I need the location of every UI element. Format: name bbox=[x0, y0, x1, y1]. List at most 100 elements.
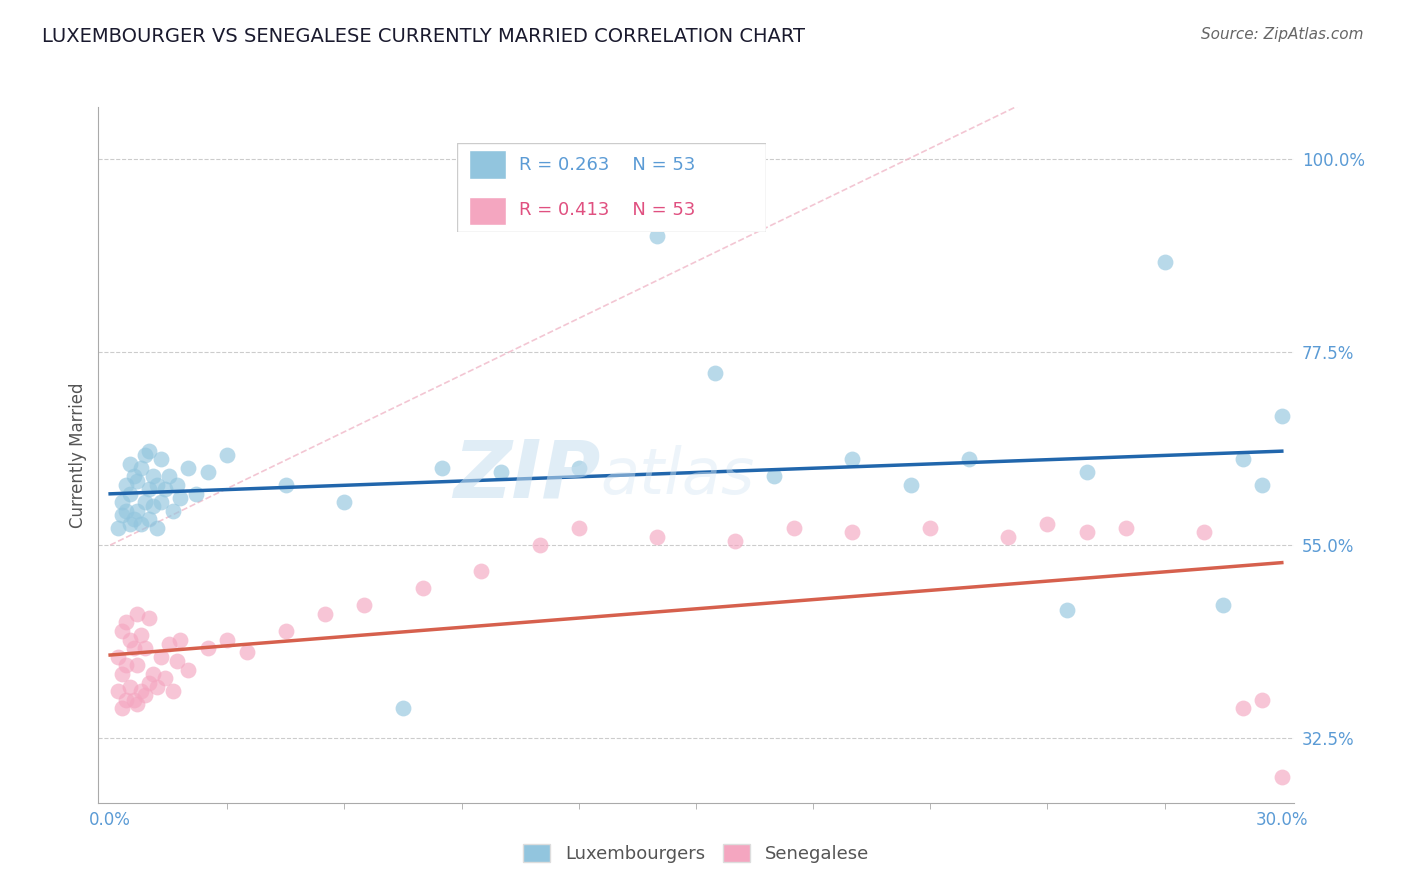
Point bbox=[920, 521, 942, 535]
Point bbox=[153, 483, 176, 497]
Point bbox=[127, 697, 149, 711]
Point bbox=[841, 452, 863, 467]
Point bbox=[146, 680, 169, 694]
Point bbox=[1251, 478, 1274, 492]
Bar bbox=[470, 150, 506, 178]
Point bbox=[127, 504, 149, 518]
Point bbox=[274, 624, 297, 638]
Point bbox=[997, 529, 1019, 543]
Point bbox=[118, 680, 141, 694]
Point bbox=[166, 654, 188, 668]
Point bbox=[142, 667, 165, 681]
Point bbox=[111, 701, 134, 715]
Point bbox=[157, 637, 180, 651]
Point bbox=[782, 521, 804, 535]
Point bbox=[146, 478, 169, 492]
Point bbox=[841, 525, 863, 540]
Point bbox=[1076, 525, 1098, 540]
Point bbox=[353, 599, 375, 613]
Point bbox=[274, 478, 297, 492]
Point bbox=[470, 564, 492, 578]
Point bbox=[107, 684, 129, 698]
Point bbox=[138, 611, 160, 625]
Point bbox=[1251, 692, 1274, 706]
Point bbox=[645, 228, 668, 243]
Point bbox=[217, 632, 239, 647]
Point bbox=[142, 469, 165, 483]
Point bbox=[162, 504, 184, 518]
Text: atlas: atlas bbox=[600, 445, 755, 507]
Point bbox=[111, 495, 134, 509]
Point bbox=[645, 529, 668, 543]
Point bbox=[763, 469, 786, 483]
Point bbox=[138, 443, 160, 458]
Point bbox=[122, 469, 145, 483]
Point bbox=[138, 675, 160, 690]
Point bbox=[177, 663, 200, 677]
Point bbox=[149, 452, 172, 467]
Point bbox=[107, 521, 129, 535]
Point bbox=[107, 649, 129, 664]
Point bbox=[1076, 465, 1098, 479]
Point bbox=[166, 478, 188, 492]
Point bbox=[118, 457, 141, 471]
Point bbox=[131, 684, 153, 698]
Point bbox=[392, 701, 415, 715]
Text: R = 0.413    N = 53: R = 0.413 N = 53 bbox=[519, 201, 695, 219]
Point bbox=[118, 516, 141, 531]
Point bbox=[127, 607, 149, 621]
Point bbox=[111, 508, 134, 522]
Point bbox=[184, 486, 207, 500]
Point bbox=[118, 632, 141, 647]
Point bbox=[1056, 602, 1078, 616]
Point bbox=[131, 460, 153, 475]
Point bbox=[900, 478, 922, 492]
Point bbox=[1115, 521, 1137, 535]
Point bbox=[131, 628, 153, 642]
Point bbox=[114, 658, 136, 673]
Point bbox=[1036, 516, 1059, 531]
Point bbox=[217, 448, 239, 462]
Y-axis label: Currently Married: Currently Married bbox=[69, 382, 87, 528]
Point bbox=[142, 500, 165, 514]
Point bbox=[724, 533, 747, 548]
Point bbox=[138, 483, 160, 497]
Point bbox=[127, 658, 149, 673]
Point bbox=[134, 448, 156, 462]
Point bbox=[1271, 770, 1294, 784]
Bar bbox=[470, 196, 506, 225]
Point bbox=[157, 469, 180, 483]
Point bbox=[197, 465, 219, 479]
Point bbox=[568, 460, 591, 475]
Point bbox=[138, 512, 160, 526]
Point bbox=[134, 495, 156, 509]
Point bbox=[127, 474, 149, 488]
Point bbox=[122, 692, 145, 706]
Point bbox=[114, 692, 136, 706]
Point bbox=[111, 624, 134, 638]
Point bbox=[489, 465, 512, 479]
Point bbox=[1192, 525, 1215, 540]
Text: LUXEMBOURGER VS SENEGALESE CURRENTLY MARRIED CORRELATION CHART: LUXEMBOURGER VS SENEGALESE CURRENTLY MAR… bbox=[42, 27, 806, 45]
Point bbox=[122, 512, 145, 526]
Point bbox=[430, 460, 453, 475]
Point bbox=[333, 495, 356, 509]
Point bbox=[149, 649, 172, 664]
Point bbox=[114, 504, 136, 518]
Point bbox=[169, 632, 191, 647]
Point bbox=[149, 495, 172, 509]
Point bbox=[1232, 452, 1254, 467]
Text: ZIP: ZIP bbox=[453, 437, 600, 515]
Point bbox=[1153, 254, 1175, 268]
FancyBboxPatch shape bbox=[457, 143, 766, 232]
Legend: Luxembourgers, Senegalese: Luxembourgers, Senegalese bbox=[516, 837, 876, 871]
Point bbox=[236, 645, 259, 659]
Point bbox=[122, 641, 145, 656]
Point bbox=[114, 615, 136, 630]
Point bbox=[162, 684, 184, 698]
Point bbox=[957, 452, 980, 467]
Point bbox=[134, 641, 156, 656]
Point bbox=[568, 521, 591, 535]
Point bbox=[314, 607, 336, 621]
Point bbox=[177, 460, 200, 475]
